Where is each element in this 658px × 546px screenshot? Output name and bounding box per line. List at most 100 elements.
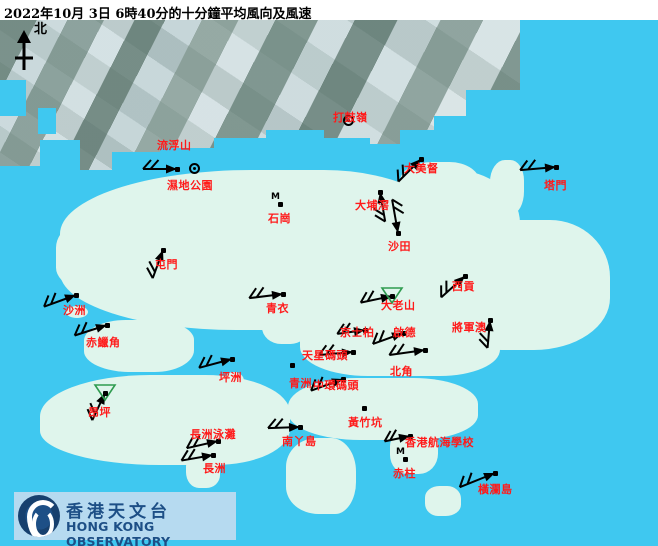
station-dot — [298, 425, 303, 430]
station-dot — [341, 377, 346, 382]
wind-barb — [198, 354, 233, 369]
wind-barb — [336, 322, 366, 336]
wind-barb — [372, 329, 404, 345]
land-lantau — [40, 375, 290, 465]
wind-barb — [146, 249, 164, 279]
station-label: 打鼓嶺 — [333, 111, 368, 124]
station-dot — [103, 391, 108, 396]
station-dot — [290, 363, 295, 368]
north-arrow-icon — [15, 30, 33, 70]
land-peng-chau — [224, 372, 244, 390]
station-label: 香港航海學校 — [405, 436, 474, 449]
wind-barb — [458, 472, 496, 489]
wind-barb — [519, 159, 557, 173]
station-dot — [488, 318, 493, 323]
station-dot — [105, 323, 110, 328]
wind-barb — [267, 417, 301, 432]
high-level-station-icon — [93, 384, 117, 402]
wind-barb — [478, 319, 494, 349]
station-dot — [362, 406, 367, 411]
station-dot — [554, 165, 559, 170]
station-dot — [408, 434, 413, 439]
station-label: 流浮山 — [157, 139, 192, 152]
station-dot — [493, 471, 498, 476]
wind-barb — [359, 290, 393, 304]
hko-logo: 香港天文台 HONG KONG OBSERVATORY — [14, 492, 236, 546]
wind-barb — [73, 321, 108, 337]
station-dot — [211, 453, 216, 458]
north-label: 北 — [34, 22, 48, 37]
land-lamma-island — [286, 438, 356, 514]
station-label: 啟德 — [393, 326, 416, 339]
land-tsing-yi — [262, 302, 308, 344]
wind-barb — [43, 292, 77, 308]
wind-barb — [142, 159, 177, 174]
land-kowloon — [300, 310, 500, 376]
land-tap-mun — [490, 160, 524, 214]
missing-data-icon: M — [271, 192, 280, 202]
station-dot — [390, 294, 395, 299]
station-label: 將軍澳 — [452, 321, 487, 334]
station-label: 中環碼頭 — [313, 379, 359, 392]
station-dot — [419, 157, 424, 162]
hko-name-en: HONG KONG OBSERVATORY — [66, 519, 171, 546]
map-canvas[interactable]: 打鼓嶺流浮山濕地公園 M 石崗 大美督塔門大埔滘沙田屯門沙洲赤鱲角 青衣 西貢大老山將軍澳… — [0, 20, 658, 546]
station-label: 沙田 — [388, 240, 411, 253]
station-label: 橫瀾島 — [478, 483, 513, 496]
station-label: 石崗 — [268, 212, 291, 225]
wind-barb-layer — [43, 158, 557, 489]
station-label: 大埔滘 — [355, 199, 390, 212]
land-sha-chau — [66, 306, 88, 318]
wind-barb — [396, 158, 422, 183]
station-label: 長洲 — [203, 462, 226, 475]
station-label: 青洲 — [289, 377, 312, 390]
wind-barb — [248, 286, 284, 300]
station-dot — [396, 231, 401, 236]
station-dot — [363, 328, 368, 333]
wind-barb — [383, 429, 411, 443]
station-label: 濕地公園 — [167, 179, 213, 192]
station-label: 昂坪 — [88, 406, 111, 419]
station-label: 京士柏 — [340, 326, 375, 339]
station-label: 大老山 — [381, 299, 416, 312]
land-po-toi — [425, 486, 461, 516]
station-label: 南丫島 — [282, 435, 317, 448]
station-dot — [378, 190, 383, 195]
wind-barb — [388, 343, 426, 357]
missing-data-icon: M — [396, 447, 405, 457]
station-label: 沙洲 — [63, 304, 86, 317]
station-label: 屯門 — [155, 258, 178, 271]
wind-barb — [180, 448, 214, 462]
station-label: 赤鱲角 — [86, 336, 121, 349]
station-dot — [403, 457, 408, 462]
station-label: 天星碼頭 — [302, 349, 348, 362]
station-label: 塔門 — [544, 179, 567, 192]
wind-barb — [318, 344, 354, 358]
station-dot — [216, 439, 221, 444]
station-dot — [281, 292, 286, 297]
station-dot — [74, 293, 79, 298]
land-nt-west — [56, 210, 206, 300]
station-label: 青衣 — [266, 302, 289, 315]
wind-barb — [440, 275, 466, 299]
station-label: 西貢 — [452, 280, 475, 293]
high-level-station-icon — [380, 287, 404, 305]
page-title: 2022年10月 3日 6時40分的十分鐘平均風向及風速 — [4, 7, 312, 22]
station-dot — [423, 348, 428, 353]
station-dot — [161, 248, 166, 253]
wind-barb — [310, 376, 344, 392]
station-label: 大美督 — [404, 162, 439, 175]
station-dot — [278, 202, 283, 207]
calm-wind-icon — [343, 115, 354, 126]
station-dot — [401, 331, 406, 336]
wind-barb — [391, 198, 405, 234]
hko-logo-mark-icon — [18, 495, 60, 537]
land-stanley-peninsula — [390, 428, 438, 474]
station-dot — [351, 350, 356, 355]
station-label: 北角 — [390, 365, 413, 378]
wind-barb — [185, 435, 219, 450]
station-dot — [175, 167, 180, 172]
station-dot — [463, 274, 468, 279]
station-label: 長洲泳灘 — [190, 428, 236, 441]
